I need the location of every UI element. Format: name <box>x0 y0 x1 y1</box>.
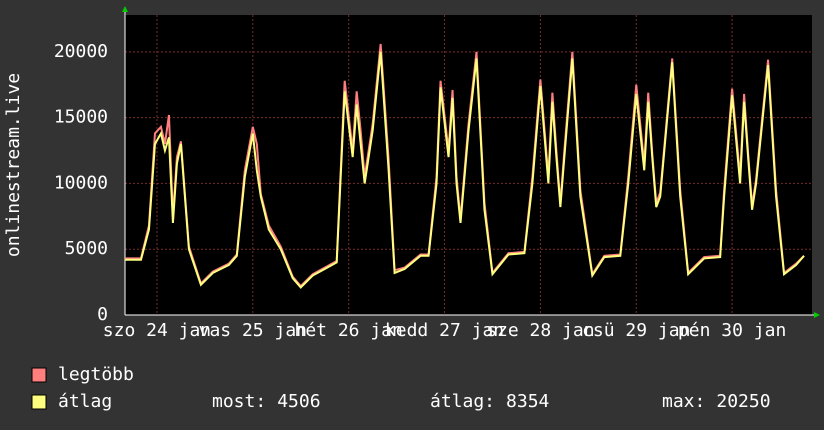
y-tick-label: 15000 <box>54 107 108 128</box>
stat-label: átlag: <box>430 391 495 412</box>
x-tick-label: csü 29 jan <box>582 320 690 341</box>
x-tick-label: szo 24 jan <box>103 320 211 341</box>
legend-swatch <box>31 367 47 383</box>
y-tick-label: 0 <box>97 304 108 325</box>
x-tick-label: pén 30 jan <box>678 320 786 341</box>
stat: max: 20250 <box>662 391 771 412</box>
legend-label: legtöbb <box>58 364 134 385</box>
y-tick-label: 5000 <box>65 238 108 259</box>
stat-value: 8354 <box>506 391 549 412</box>
x-tick-label: vas 25 jan <box>199 320 307 341</box>
y-tick-label: 20000 <box>54 41 108 62</box>
x-tick-label: hét 26 jan <box>294 320 402 341</box>
axis-arrow <box>122 6 128 12</box>
x-tick-label: sze 28 jan <box>486 320 594 341</box>
legend-label: átlag <box>58 391 112 412</box>
stat-label: most: <box>212 391 266 412</box>
stat: most: 4506 <box>212 391 321 412</box>
stat-value: 4506 <box>277 391 320 412</box>
stat-value: 20250 <box>716 391 770 412</box>
y-tick-label: 10000 <box>54 172 108 193</box>
stat-label: max: <box>662 391 705 412</box>
x-tick-label: kedd 27 jan <box>385 320 504 341</box>
y-axis-label: onlinestream.live <box>3 73 24 257</box>
plot-area <box>125 15 812 315</box>
series-line <box>125 51 805 289</box>
axis-arrow <box>814 312 820 318</box>
stat: átlag: 8354 <box>430 391 549 412</box>
legend-swatch <box>31 394 47 410</box>
